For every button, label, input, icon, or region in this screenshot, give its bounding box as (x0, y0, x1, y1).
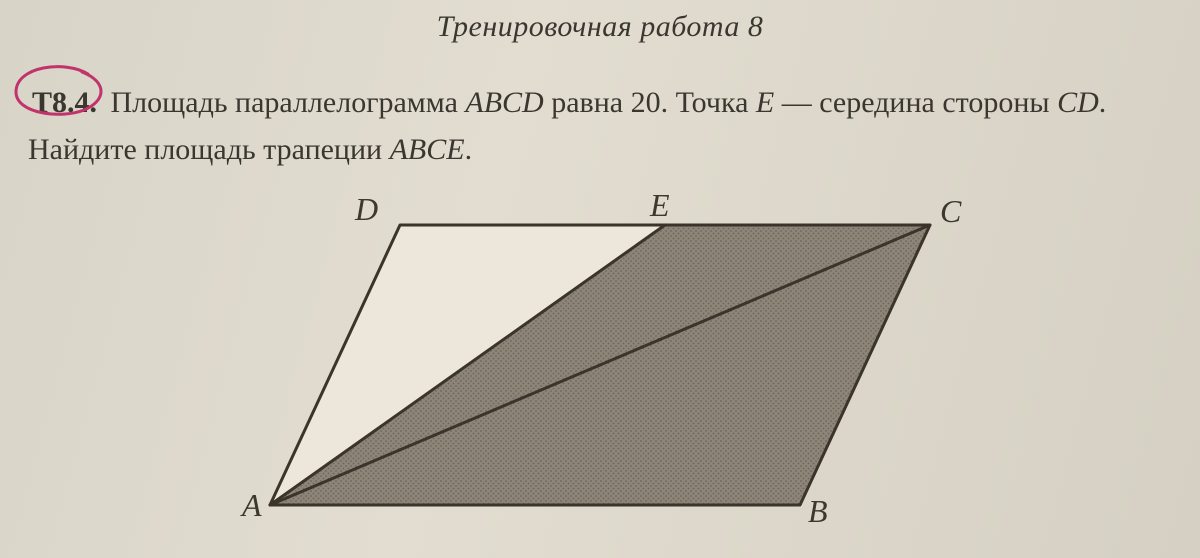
text-2: равна 20. Точка (544, 86, 756, 119)
header-title: Тренировочная работа 8 (437, 10, 764, 43)
vertex-label-A: A (242, 487, 262, 524)
text-3: — середина стороны (774, 86, 1057, 119)
page: Тренировочная работа 8 Т8.4. Площадь пар… (0, 0, 1200, 558)
geometry-figure: D E C A B (210, 185, 990, 545)
parallelogram-svg (210, 185, 990, 545)
problem-number: Т8.4. (32, 86, 97, 119)
vertex-label-C: C (940, 193, 961, 230)
var-abce: ABCE (390, 133, 465, 166)
problem-label: Т8.4. (28, 78, 103, 127)
worksheet-header: Тренировочная работа 8 (0, 10, 1200, 44)
text-1: Площадь параллелограмма (111, 86, 466, 119)
var-abcd: ABCD (465, 86, 543, 119)
var-cd: CD (1057, 86, 1099, 119)
vertex-label-D: D (355, 191, 378, 228)
text-5: . (465, 133, 473, 166)
var-e: E (756, 86, 774, 119)
problem-text: Т8.4. Площадь параллелограмма ABCD равна… (28, 78, 1170, 172)
vertex-label-E: E (650, 187, 670, 224)
vertex-label-B: B (808, 493, 828, 530)
